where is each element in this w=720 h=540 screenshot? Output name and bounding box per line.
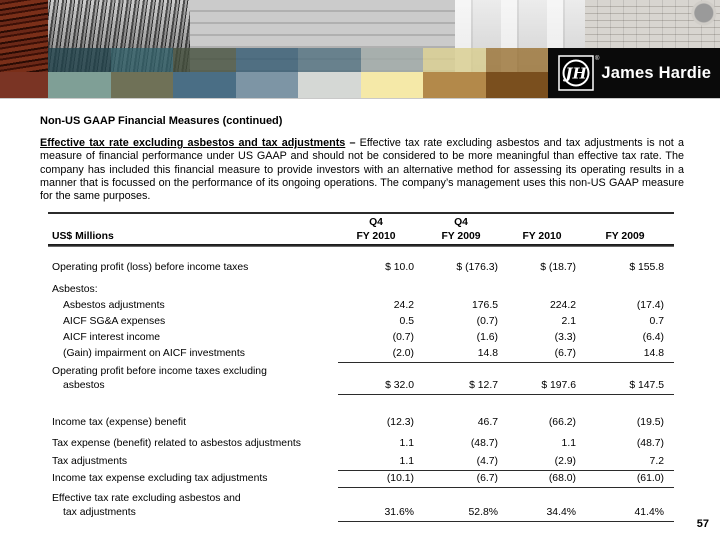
overlay-square (48, 48, 111, 72)
table-row-op-profit-excl-line1: Operating profit before income taxes exc… (52, 366, 267, 377)
table-row-effective-rate-line1: Effective tax rate excluding asbestos an… (52, 493, 241, 504)
svg-text:JH: JH (562, 65, 587, 83)
overlay-square (485, 48, 548, 72)
table-row-asbestos-adjustments: Asbestos adjustments 24.2 176.5 224.2 (1… (63, 300, 664, 311)
subtotal-rule (338, 394, 674, 395)
overlay-square (235, 48, 298, 72)
subtotal-rule (338, 362, 674, 363)
palette-square (360, 72, 423, 98)
logo-bar: JH ® James Hardie (548, 48, 720, 98)
overlay-square (173, 48, 236, 72)
financial-table: Q4 Q4 US$ Millions FY 2010 FY 2009 FY 20… (48, 212, 674, 522)
page-title: Non-US GAAP Financial Measures (continue… (40, 115, 283, 127)
subtotal-rule (338, 487, 674, 488)
palette-square (235, 72, 298, 98)
definition-paragraph: Effective tax rate excluding asbestos an… (40, 137, 684, 203)
palette-square (298, 72, 361, 98)
table-row-gain-impairment: (Gain) impairment on AICF investments (2… (63, 348, 664, 359)
overlay-square (423, 48, 486, 72)
table-row-income-tax-excl: Income tax expense excluding tax adjustm… (52, 473, 664, 484)
header-collage: JH ® James Hardie (0, 0, 720, 99)
col-header-q4-fy2010: Q4 (369, 217, 383, 228)
table-row-op-profit-excl-line2: asbestos $ 32.0 $ 12.7 $ 197.6 $ 147.5 (63, 380, 664, 391)
table-header-row-quarter: Q4 Q4 (48, 216, 674, 229)
col-header-q4-fy2009: Q4 (454, 217, 468, 228)
col-header-fy2010: FY 2010 (522, 231, 562, 242)
term-lead: Effective tax rate excluding asbestos an… (40, 137, 346, 149)
table-header-row-fy: US$ Millions FY 2010 FY 2009 FY 2010 FY … (48, 229, 674, 244)
color-palette-row (0, 72, 720, 98)
james-hardie-logo-icon: JH (558, 55, 594, 91)
table-row-aicf-sga: AICF SG&A expenses 0.5 (0.7) 2.1 0.7 (63, 316, 664, 327)
overlay-square (360, 48, 423, 72)
palette-square (423, 72, 486, 98)
table-row-income-tax-benefit: Income tax (expense) benefit (12.3) 46.7… (52, 417, 664, 428)
page-number: 57 (696, 518, 709, 530)
col-header-fy2010-q: FY 2010 (356, 231, 396, 242)
photo-red-texture (0, 0, 48, 72)
palette-square (48, 72, 111, 98)
palette-square (173, 72, 236, 98)
dash-separator: – (345, 137, 360, 149)
subtotal-rule (338, 521, 674, 522)
table-row-aicf-interest: AICF interest income (0.7) (1.6) (3.3) (… (63, 332, 664, 343)
brand-name: James Hardie (601, 63, 712, 82)
palette-square (485, 72, 548, 98)
subtotal-rule (338, 470, 674, 471)
registered-mark: ® (595, 56, 600, 62)
unit-label: US$ Millions (52, 231, 114, 242)
col-header-fy2009-q: FY 2009 (441, 231, 481, 242)
overlay-square (298, 48, 361, 72)
table-row-asbestos-group: Asbestos: (52, 284, 98, 295)
table-row-tax-adjustments: Tax adjustments 1.1 (4.7) (2.9) 7.2 (52, 456, 664, 467)
col-header-fy2009: FY 2009 (605, 231, 645, 242)
table-top-rule (48, 212, 674, 214)
palette-square (110, 72, 173, 98)
table-row-effective-rate-line2: tax adjustments 31.6% 52.8% 34.4% 41.4% (63, 507, 664, 518)
table-header-rule (48, 244, 674, 247)
definition-body: Effective tax rate excluding asbestos an… (40, 137, 684, 203)
table-row-tax-expense-asbestos: Tax expense (benefit) related to asbesto… (52, 438, 664, 449)
table-row-operating-profit: Operating profit (loss) before income ta… (52, 262, 664, 273)
palette-square (0, 72, 48, 98)
overlay-square (110, 48, 173, 72)
color-overlay-row (48, 48, 548, 72)
